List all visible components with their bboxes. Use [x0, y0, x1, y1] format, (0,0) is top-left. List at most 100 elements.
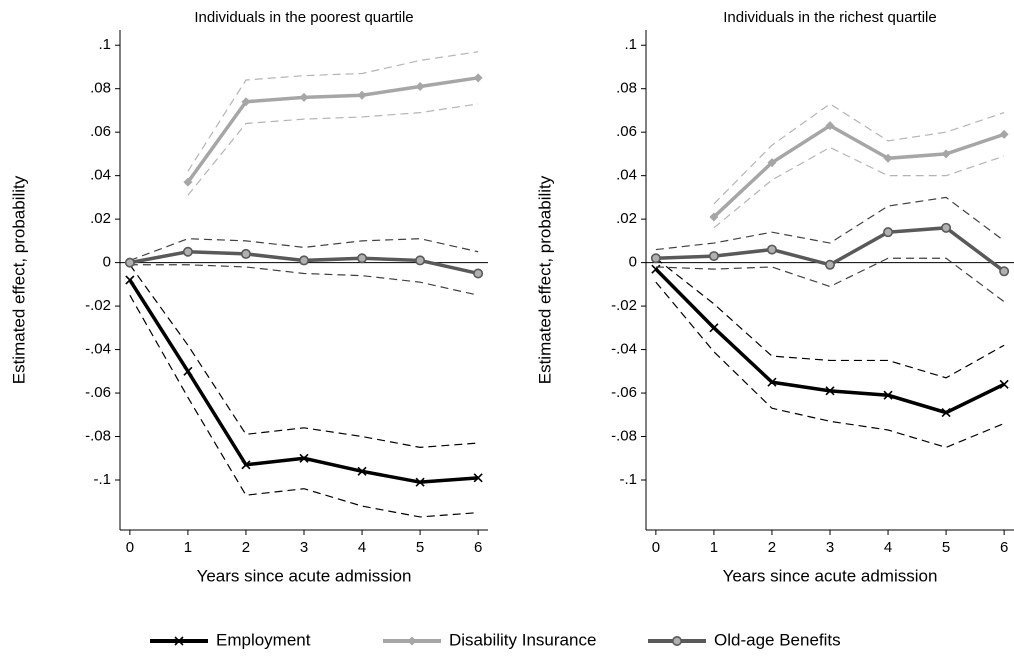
y-tick-label: -.1	[619, 471, 637, 488]
marker	[999, 266, 1010, 277]
y-tick-label: .1	[624, 36, 637, 53]
legend-label: Employment	[216, 630, 311, 649]
marker	[824, 259, 835, 270]
marker	[650, 253, 661, 264]
y-tick-label: .08	[90, 80, 111, 97]
legend-label: Disability Insurance	[449, 630, 596, 649]
legend-label: Old-age Benefits	[714, 630, 841, 649]
marker	[183, 366, 193, 376]
x-axis-label: Years since acute admission	[723, 566, 938, 585]
chart-title: Individuals in the poorest quartile	[194, 9, 413, 26]
ci-lower-line	[655, 257, 1005, 303]
x-tick-label: 2	[242, 539, 250, 556]
y-tick-label: -.04	[611, 341, 637, 358]
marker	[473, 73, 483, 83]
x-tick-label: 0	[652, 539, 660, 556]
marker	[883, 227, 894, 238]
marker	[357, 466, 367, 476]
y-tick-label: -.02	[85, 297, 111, 314]
marker	[241, 460, 251, 470]
ci-upper-line	[655, 257, 1005, 379]
y-tick-label: .1	[98, 36, 111, 53]
x-tick-label: 0	[126, 539, 134, 556]
y-tick-label: .06	[90, 123, 111, 140]
ci-lower-line	[655, 281, 1005, 449]
x-tick-label: 3	[826, 539, 834, 556]
marker	[767, 377, 777, 387]
marker	[709, 212, 719, 222]
marker	[473, 473, 483, 483]
marker	[941, 222, 952, 233]
y-tick-label: -.1	[93, 471, 111, 488]
ci-upper-line	[713, 103, 1005, 205]
x-tick-label: 1	[184, 539, 192, 556]
marker	[825, 386, 835, 396]
x-tick-label: 5	[942, 539, 950, 556]
marker	[357, 253, 368, 264]
series-line	[186, 76, 479, 184]
marker	[241, 97, 251, 107]
marker	[709, 323, 719, 333]
chart-title: Individuals in the richest quartile	[723, 9, 936, 26]
ci-lower-line	[187, 103, 479, 196]
marker	[941, 408, 951, 418]
marker	[299, 92, 309, 102]
y-tick-label: -.06	[85, 384, 111, 401]
x-tick-label: 6	[1000, 539, 1008, 556]
y-tick-label: .02	[616, 210, 637, 227]
marker	[183, 177, 193, 187]
marker	[883, 390, 893, 400]
x-tick-label: 1	[710, 539, 718, 556]
marker	[708, 251, 719, 262]
y-tick-label: .04	[90, 167, 111, 184]
marker	[651, 264, 661, 274]
marker	[766, 244, 777, 255]
x-tick-label: 2	[768, 539, 776, 556]
marker	[182, 246, 193, 257]
marker	[357, 90, 367, 100]
series-line	[712, 123, 1005, 219]
marker	[415, 255, 426, 266]
marker	[999, 379, 1009, 389]
ci-lower-line	[713, 146, 1005, 229]
legend-marker	[174, 636, 184, 646]
y-tick-label: -.02	[611, 297, 637, 314]
x-tick-label: 3	[300, 539, 308, 556]
marker	[473, 268, 484, 279]
y-axis-label: Estimated effect, probability	[9, 175, 28, 384]
x-tick-label: 4	[358, 539, 366, 556]
y-tick-label: 0	[103, 254, 111, 271]
marker	[883, 153, 893, 163]
ci-upper-line	[655, 196, 1005, 251]
x-axis-label: Years since acute admission	[197, 566, 412, 585]
series-line	[128, 279, 479, 484]
marker	[125, 275, 135, 285]
x-tick-label: 4	[884, 539, 892, 556]
x-tick-label: 5	[416, 539, 424, 556]
marker	[767, 158, 777, 168]
ci-lower-line	[129, 264, 479, 296]
ci-upper-line	[187, 51, 479, 172]
y-tick-label: 0	[629, 254, 637, 271]
y-tick-label: .04	[616, 167, 637, 184]
x-tick-label: 6	[474, 539, 482, 556]
y-axis-label: Estimated effect, probability	[535, 175, 554, 384]
marker	[825, 121, 835, 131]
marker	[240, 248, 251, 259]
y-tick-label: -.08	[85, 427, 111, 444]
marker	[415, 477, 425, 487]
y-tick-label: .02	[90, 210, 111, 227]
marker	[124, 257, 135, 268]
y-tick-label: -.06	[611, 384, 637, 401]
marker	[999, 129, 1009, 139]
y-tick-label: -.08	[611, 427, 637, 444]
marker	[941, 149, 951, 159]
ci-upper-line	[129, 264, 479, 448]
y-tick-label: .06	[616, 123, 637, 140]
y-tick-label: .08	[616, 80, 637, 97]
y-tick-label: -.04	[85, 341, 111, 358]
marker	[299, 453, 309, 463]
legend-marker	[407, 636, 417, 646]
marker	[415, 82, 425, 92]
